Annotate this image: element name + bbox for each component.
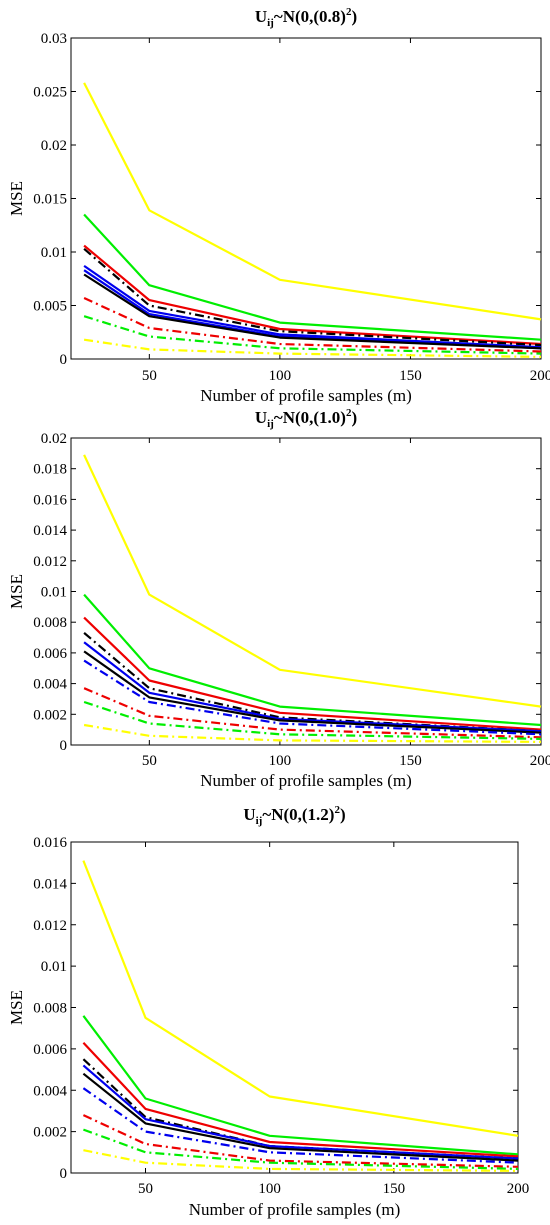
chart-title: Uij~N(0,(0.8)2)	[255, 6, 357, 29]
mse-chart-sigma-0.8: 0 0.005 0.01 0.015 0.02 0.025 0.03 50 100 150 200 N…	[7, 6, 550, 405]
series-line-5	[82, 1064, 519, 1160]
x-tick-label: 100	[269, 368, 292, 384]
series-line-2	[82, 1015, 519, 1156]
series-line-3	[83, 616, 542, 731]
series-line-3	[82, 1041, 519, 1158]
series-line-1	[83, 82, 542, 321]
x-tick-label: 200	[507, 1181, 530, 1197]
series-line-9	[83, 315, 542, 355]
x-tick-label: 200	[530, 368, 550, 384]
x-tick-label: 150	[399, 753, 422, 769]
title-superscript: 2	[334, 804, 340, 816]
mse-chart-sigma-1.0: 0 0.002 0.004 0.006 0.008 0.01 0.012 0.014 0.016…	[7, 407, 550, 790]
title-base: U	[255, 408, 267, 427]
series-line-8	[83, 687, 542, 739]
y-tick-label: 0.015	[33, 192, 67, 208]
y-axis-label: MSE	[7, 181, 26, 216]
chart-panel-1: 0 0.005 0.01 0.015 0.02 0.025 0.03 50 100 150 200 N…	[0, 0, 550, 405]
chart-panel-2: 0 0.002 0.004 0.006 0.008 0.01 0.012 0.014 0.016…	[0, 405, 550, 795]
series-line-1	[83, 454, 542, 708]
title-subscript: ij	[256, 815, 263, 827]
x-axis-label: Number of profile samples (m)	[200, 771, 412, 790]
y-tick-label: 0.01	[41, 245, 67, 261]
mse-chart-sigma-1.2: 0 0.002 0.004 0.006 0.008 0.01 0.012 0.014 0.016…	[7, 804, 530, 1219]
title-superscript: 2	[346, 6, 352, 18]
series-line-6	[82, 1072, 519, 1162]
y-tick-label: 0.002	[33, 1125, 67, 1141]
y-tick-label: 0.012	[33, 554, 67, 570]
series-line-9	[83, 700, 542, 740]
title-end: )	[351, 7, 357, 26]
title-subscript: ij	[267, 418, 274, 430]
series-line-5	[83, 264, 542, 349]
y-tick-label: 0.012	[33, 918, 67, 934]
y-tick-label: 0.014	[33, 523, 67, 539]
y-tick-label: 0.03	[41, 31, 67, 47]
x-tick-label: 200	[530, 753, 550, 769]
y-tick-label: 0.004	[33, 677, 67, 693]
title-subscript: ij	[267, 17, 274, 29]
x-axis-label: Number of profile samples (m)	[189, 1200, 401, 1219]
title-end: )	[351, 408, 357, 427]
y-tick-label: 0	[60, 352, 68, 368]
series-line-10	[83, 1149, 519, 1172]
x-axis-label: Number of profile samples (m)	[200, 386, 412, 405]
series-line-10	[83, 723, 542, 743]
title-mid: ~N(0,(1.0)	[274, 408, 346, 427]
series-line-4	[83, 247, 542, 347]
y-tick-label: 0.02	[41, 138, 67, 154]
y-tick-label: 0.014	[33, 876, 67, 892]
y-axis-label: MSE	[7, 990, 26, 1025]
series-line-2	[83, 593, 542, 727]
title-base: U	[255, 7, 267, 26]
y-tick-label: 0.008	[33, 1001, 67, 1017]
series-line-8	[82, 1114, 519, 1168]
y-tick-label: 0.018	[33, 462, 67, 478]
x-tick-label: 150	[399, 368, 422, 384]
series-line-3	[83, 244, 542, 346]
chart-panel-3: 0 0.002 0.004 0.006 0.008 0.01 0.012 0.014 0.016…	[0, 795, 550, 1225]
y-tick-label: 0.025	[33, 85, 67, 101]
title-end: )	[340, 805, 346, 824]
x-tick-label: 50	[142, 753, 157, 769]
y-axis-label: MSE	[7, 574, 26, 609]
y-tick-label: 0	[60, 1166, 68, 1182]
x-tick-label: 100	[258, 1181, 281, 1197]
y-tick-label: 0.01	[41, 585, 67, 601]
y-tick-label: 0.004	[33, 1083, 67, 1099]
plot-frame	[70, 437, 542, 746]
y-tick-label: 0.006	[33, 646, 67, 662]
y-tick-label: 0.016	[33, 835, 67, 851]
y-tick-label: 0.016	[33, 492, 67, 508]
y-tick-label: 0.006	[33, 1042, 67, 1058]
series-line-8	[83, 297, 542, 353]
x-tick-label: 50	[142, 368, 157, 384]
y-tick-label: 0.005	[33, 299, 67, 315]
y-tick-label: 0.02	[41, 431, 67, 447]
y-tick-label: 0.008	[33, 615, 67, 631]
series-line-7	[83, 659, 542, 736]
x-tick-label: 150	[383, 1181, 406, 1197]
chart-title: Uij~N(0,(1.2)2)	[243, 804, 345, 827]
series-line-6	[83, 650, 542, 734]
plot-frame	[70, 841, 519, 1174]
title-superscript: 2	[346, 407, 352, 419]
series-line-10	[83, 338, 542, 358]
y-tick-label: 0.01	[41, 959, 67, 975]
title-mid: ~N(0,(1.2)	[262, 805, 334, 824]
series-line-5	[83, 641, 542, 733]
series-line-7	[83, 273, 542, 350]
x-tick-label: 100	[269, 753, 292, 769]
series-line-9	[83, 1128, 519, 1170]
chart-title: Uij~N(0,(1.0)2)	[255, 407, 357, 430]
y-tick-label: 0	[60, 738, 68, 754]
series-line-7	[82, 1087, 519, 1164]
y-tick-label: 0.002	[33, 707, 67, 723]
series-line-2	[83, 213, 542, 341]
series-line-1	[82, 860, 519, 1137]
title-base: U	[243, 805, 255, 824]
x-tick-label: 50	[138, 1181, 153, 1197]
title-mid: ~N(0,(0.8)	[274, 7, 346, 26]
